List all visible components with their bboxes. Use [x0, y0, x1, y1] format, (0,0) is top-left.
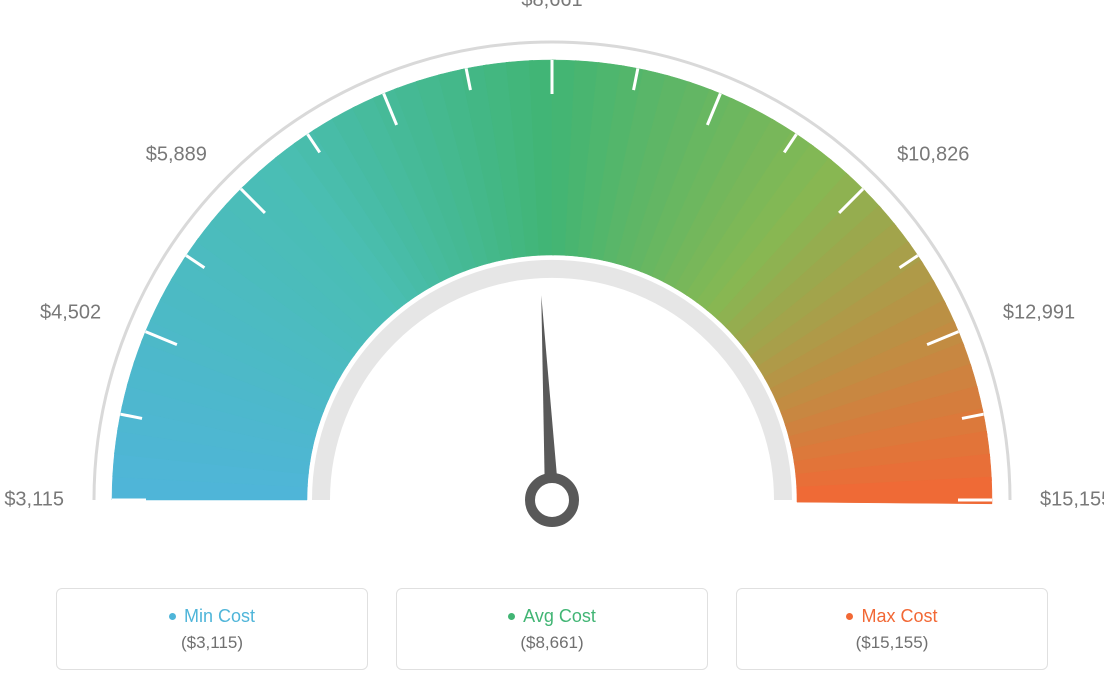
- legend-min-value: ($3,115): [181, 633, 243, 653]
- gauge-needle: [541, 295, 559, 500]
- scale-label: $8,661: [521, 0, 582, 12]
- gauge-svg: [0, 0, 1104, 560]
- legend-avg-value: ($8,661): [520, 633, 583, 653]
- scale-label: $15,155: [1040, 489, 1104, 512]
- scale-label: $5,889: [146, 143, 207, 166]
- scale-label: $4,502: [40, 302, 101, 325]
- legend-card-min: Min Cost ($3,115): [56, 588, 368, 670]
- legend-max-value: ($15,155): [856, 633, 929, 653]
- scale-label: $3,115: [4, 489, 64, 512]
- legend-min-label: Min Cost: [169, 606, 255, 627]
- legend-card-max: Max Cost ($15,155): [736, 588, 1048, 670]
- gauge-area: $3,115 $4,502 $5,889 $8,661 $10,826 $12,991 $1…: [0, 0, 1104, 560]
- legend-card-avg: Avg Cost ($8,661): [396, 588, 708, 670]
- scale-label: $12,991: [1003, 302, 1075, 325]
- cost-gauge-widget: $3,115 $4,502 $5,889 $8,661 $10,826 $12,991 $1…: [0, 0, 1104, 690]
- legend-row: Min Cost ($3,115) Avg Cost ($8,661) Max …: [0, 588, 1104, 670]
- legend-avg-label: Avg Cost: [508, 606, 596, 627]
- scale-label: $10,826: [897, 143, 969, 166]
- gauge-needle-hub: [530, 478, 574, 522]
- legend-max-label: Max Cost: [846, 606, 937, 627]
